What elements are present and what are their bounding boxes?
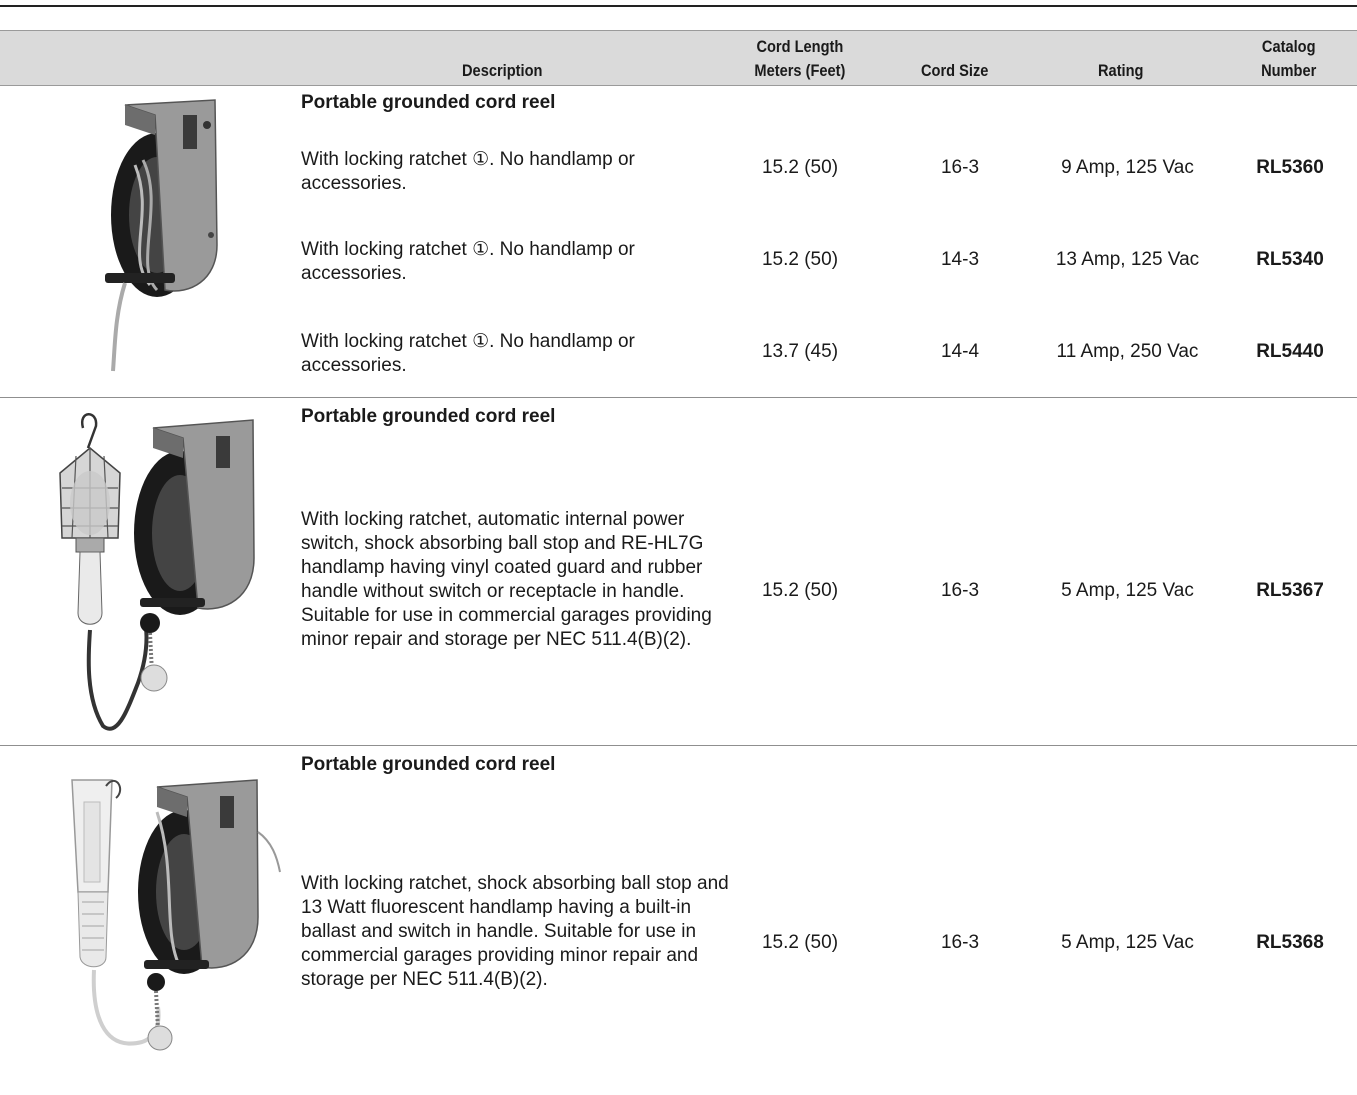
header-catalog-line2: Number <box>1261 61 1317 80</box>
row-cord-size: 16-3 <box>940 157 980 178</box>
header-cord-size: Cord Size <box>921 61 989 80</box>
row-cord-length: 15.2 (50) <box>761 157 839 178</box>
row-divider <box>0 745 1357 746</box>
row-description: With locking ratchet ①. No handlamp or a… <box>301 149 635 194</box>
row-cord-size: 14-4 <box>940 341 980 362</box>
row-cord-length: 13.7 (45) <box>761 341 839 362</box>
row-rating: 11 Amp, 250 Vac <box>1056 341 1199 362</box>
row-description: With locking ratchet ①. No handlamp or a… <box>301 239 635 284</box>
cord-reel-icon <box>105 99 218 372</box>
row-cord-size: 16-3 <box>940 932 980 953</box>
row-divider <box>0 397 1357 398</box>
header-cord-length: Cord Length Meters (Feet) <box>744 35 856 83</box>
row-rating: 13 Amp, 125 Vac <box>1055 249 1200 270</box>
row-cord-length: 15.2 (50) <box>761 932 839 953</box>
group-title: Portable grounded cord reel <box>301 406 556 427</box>
row-catalog-number: RL5367 <box>1256 580 1324 601</box>
row-description: With locking ratchet, automatic internal… <box>301 509 712 650</box>
group-title: Portable grounded cord reel <box>301 92 556 113</box>
header-rating: Rating <box>1098 61 1144 80</box>
row-catalog-number: RL5360 <box>1256 157 1324 178</box>
row-catalog-number: RL5440 <box>1256 341 1324 362</box>
row-cord-length: 15.2 (50) <box>761 580 839 601</box>
cord-reel-with-fluorescent-handlamp-icon <box>71 779 281 1051</box>
row-cord-size: 16-3 <box>940 580 980 601</box>
header-catalog-number: Catalog Number <box>1250 35 1327 83</box>
row-cord-size: 14-3 <box>940 249 980 270</box>
row-rating: 5 Amp, 125 Vac <box>1061 932 1194 953</box>
row-description: With locking ratchet ①. No handlamp or a… <box>301 331 635 376</box>
cord-reel-with-guarded-handlamp-icon <box>59 413 255 731</box>
header-catalog-line1: Catalog <box>1261 37 1316 56</box>
header-cord-length-line1: Cord Length <box>756 37 844 56</box>
row-rating: 9 Amp, 125 Vac <box>1061 157 1194 178</box>
row-rating: 5 Amp, 125 Vac <box>1061 580 1194 601</box>
table-header: Description Cord Length Meters (Feet) Co… <box>0 30 1357 86</box>
header-cord-length-line2: Meters (Feet) <box>754 61 846 80</box>
row-description: With locking ratchet, shock absorbing ba… <box>301 873 729 990</box>
header-description: Description <box>462 61 543 80</box>
row-catalog-number: RL5368 <box>1256 932 1324 953</box>
row-catalog-number: RL5340 <box>1256 249 1324 270</box>
group-title: Portable grounded cord reel <box>301 754 556 775</box>
row-cord-length: 15.2 (50) <box>761 249 839 270</box>
top-rule <box>0 5 1357 7</box>
